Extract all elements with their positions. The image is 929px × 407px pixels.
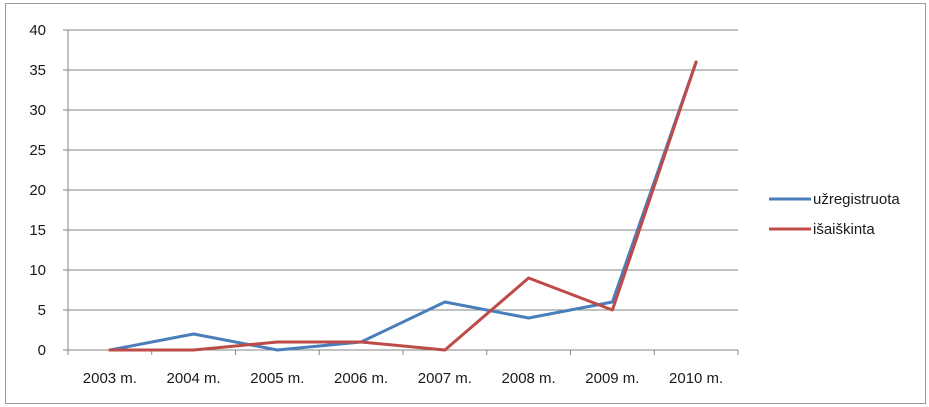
- x-tick-label: 2003 m.: [83, 370, 137, 387]
- x-tick-label: 2005 m.: [250, 370, 304, 387]
- y-tick-label: 40: [29, 22, 46, 39]
- legend: užregistruota išaiškinta: [769, 191, 900, 238]
- gridlines: [68, 29, 738, 311]
- y-tick-label: 10: [29, 262, 46, 279]
- y-tick-label: 20: [29, 182, 46, 199]
- series-lines: [108, 60, 698, 352]
- y-tick-label: 25: [29, 142, 46, 159]
- y-axis-tick-labels: 0 5 10 15 20 25 30 35 40: [29, 22, 46, 359]
- x-axis-tick-labels: 2003 m. 2004 m. 2005 m. 2006 m. 2007 m. 2008 …: [83, 370, 723, 387]
- y-tick-label: 35: [29, 62, 46, 79]
- y-tick-label: 5: [38, 302, 46, 319]
- x-tick-label: 2007 m.: [418, 370, 472, 387]
- series-line-1: [108, 60, 698, 352]
- axes: [63, 29, 739, 355]
- x-tick-label: 2008 m.: [502, 370, 556, 387]
- x-tick-label: 2009 m.: [585, 370, 639, 387]
- legend-label: užregistruota: [813, 191, 900, 208]
- y-tick-label: 0: [38, 342, 46, 359]
- x-tick-label: 2006 m.: [334, 370, 388, 387]
- legend-label: išaiškinta: [813, 221, 875, 238]
- x-tick-label: 2004 m.: [167, 370, 221, 387]
- x-tick-label: 2010 m.: [669, 370, 723, 387]
- y-tick-label: 30: [29, 102, 46, 119]
- y-tick-label: 15: [29, 222, 46, 239]
